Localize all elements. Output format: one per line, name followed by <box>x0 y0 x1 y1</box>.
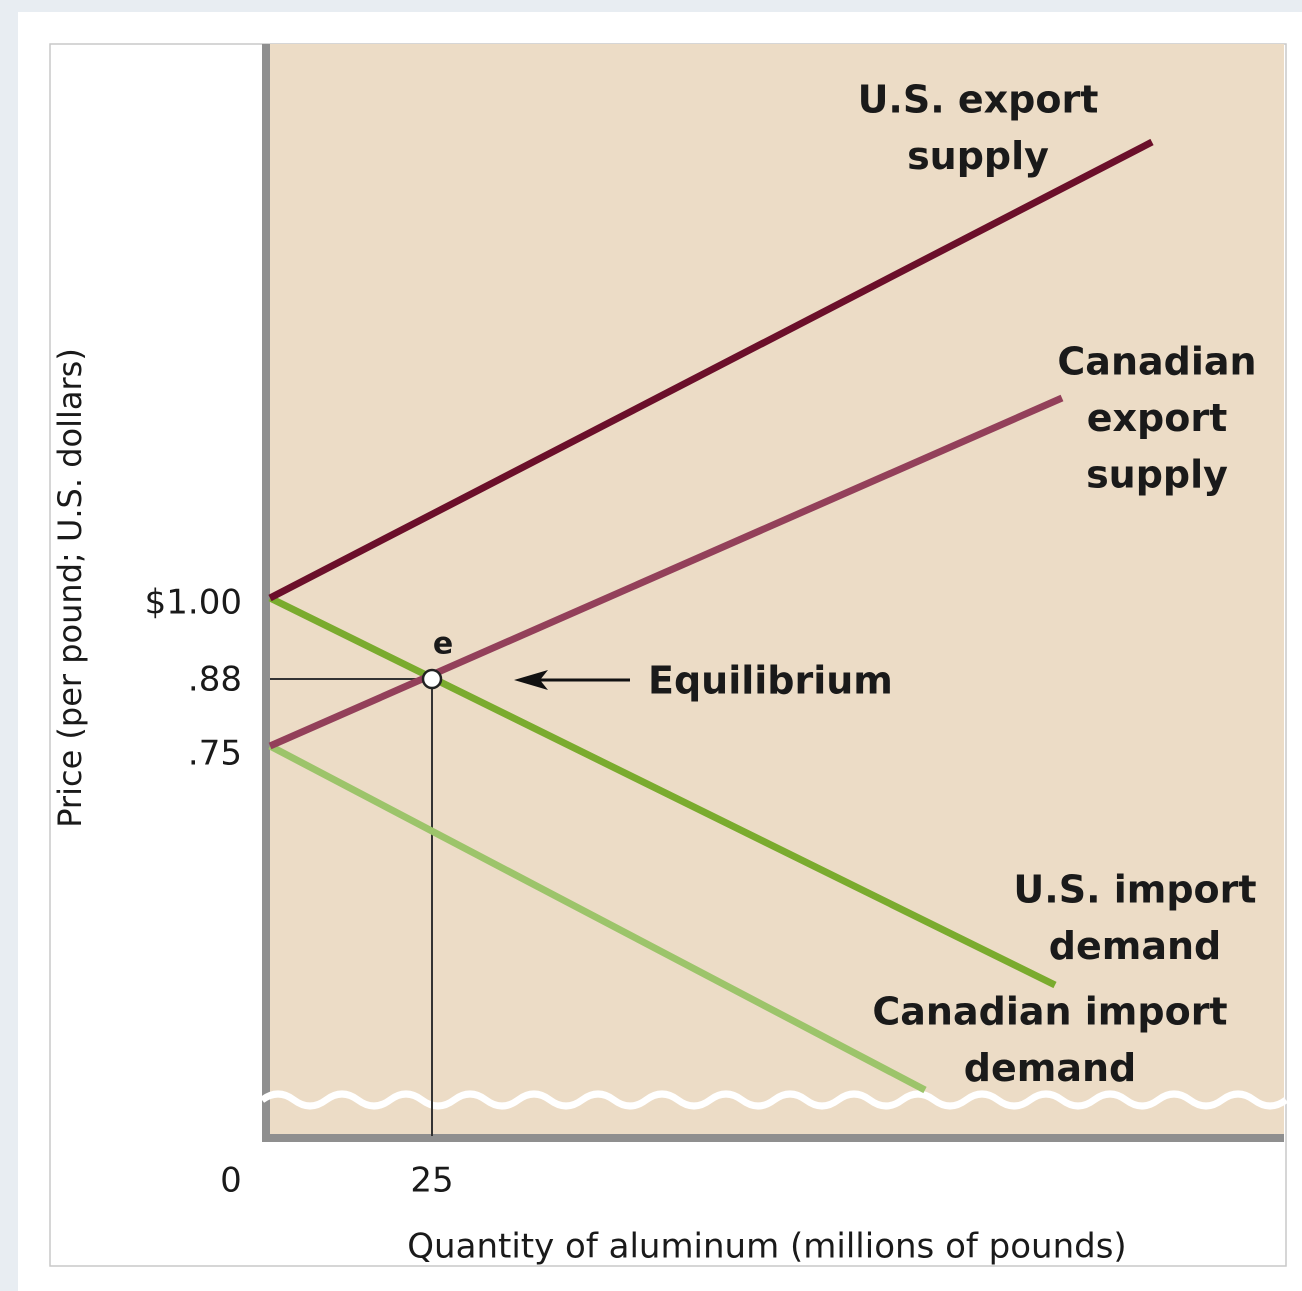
x-tick-label: 0 <box>220 1161 242 1201</box>
canadian-import-demand <box>268 742 927 1094</box>
curve-label: demand <box>964 1046 1136 1090</box>
curve-label: U.S. export <box>858 78 1099 122</box>
curve-label: Canadian <box>1057 340 1256 384</box>
canadian-export-supply <box>268 394 1064 750</box>
y-tick-label: .75 <box>188 734 242 774</box>
plot-area <box>264 44 1284 1138</box>
y-tick-label: .88 <box>188 660 242 700</box>
us-import-demand <box>268 594 1057 989</box>
point-label: e <box>433 627 453 662</box>
equilibrium-point <box>421 668 443 690</box>
curve-label: Canadian import <box>872 990 1227 1034</box>
annotation: Equilibrium <box>648 659 893 703</box>
curve-label: supply <box>907 134 1049 178</box>
curve-label: export <box>1087 396 1228 440</box>
curve-label: U.S. import <box>1013 868 1256 912</box>
y-tick-label: $1.00 <box>145 583 242 623</box>
curve-label: supply <box>1086 453 1228 497</box>
y-axis-label: Price (per pound; U.S. dollars) <box>51 348 89 828</box>
curve-label: demand <box>1049 924 1221 968</box>
us-export-supply <box>268 138 1154 602</box>
x-axis-label: Quantity of aluminum (millions of pounds… <box>407 1227 1126 1267</box>
arrow-head <box>514 670 548 690</box>
x-tick-label: 25 <box>410 1161 453 1201</box>
